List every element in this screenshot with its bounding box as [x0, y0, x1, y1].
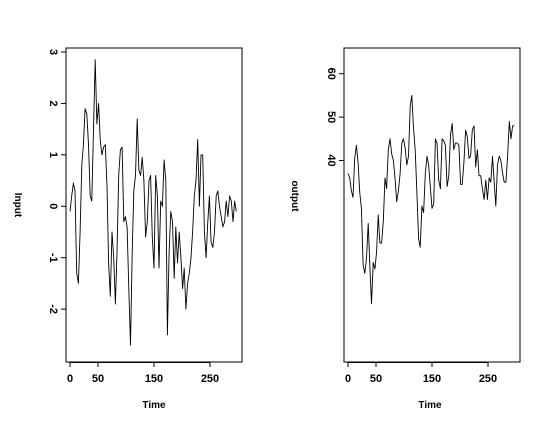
input-panel: 0 50 150 250 -2 -1 0 1 2 3 Time Input — [12, 47, 243, 411]
x-tick-label: 150 — [145, 373, 163, 385]
y-tick-label: 0 — [47, 203, 59, 209]
x-tick-label: 250 — [201, 373, 219, 385]
y-axis-label: output — [289, 180, 300, 212]
y-tick-label: -2 — [47, 304, 59, 314]
y-tick-label: -1 — [47, 253, 59, 263]
x-tick-label: 150 — [423, 373, 441, 385]
x-tick-label: 0 — [67, 373, 73, 385]
y-tick-label: 1 — [47, 152, 59, 158]
series-line — [347, 94, 515, 305]
x-tick-label: 50 — [92, 373, 104, 385]
x-tick-label: 250 — [479, 373, 497, 385]
output-panel: 0 50 150 250 40 50 60 Time output — [289, 47, 521, 411]
y-axis-label: Input — [12, 193, 23, 218]
y-tick-label: 3 — [47, 49, 59, 55]
x-tick-label: 0 — [345, 373, 351, 385]
x-axis-label: Time — [142, 400, 166, 411]
y-tick-label: 60 — [325, 68, 337, 80]
y-tick-label: 50 — [325, 111, 337, 123]
series-line — [69, 59, 237, 346]
y-tick-label: 40 — [325, 154, 337, 166]
x-axis-label: Time — [418, 400, 442, 411]
x-tick-label: 50 — [370, 373, 382, 385]
y-tick-label: 2 — [47, 100, 59, 106]
